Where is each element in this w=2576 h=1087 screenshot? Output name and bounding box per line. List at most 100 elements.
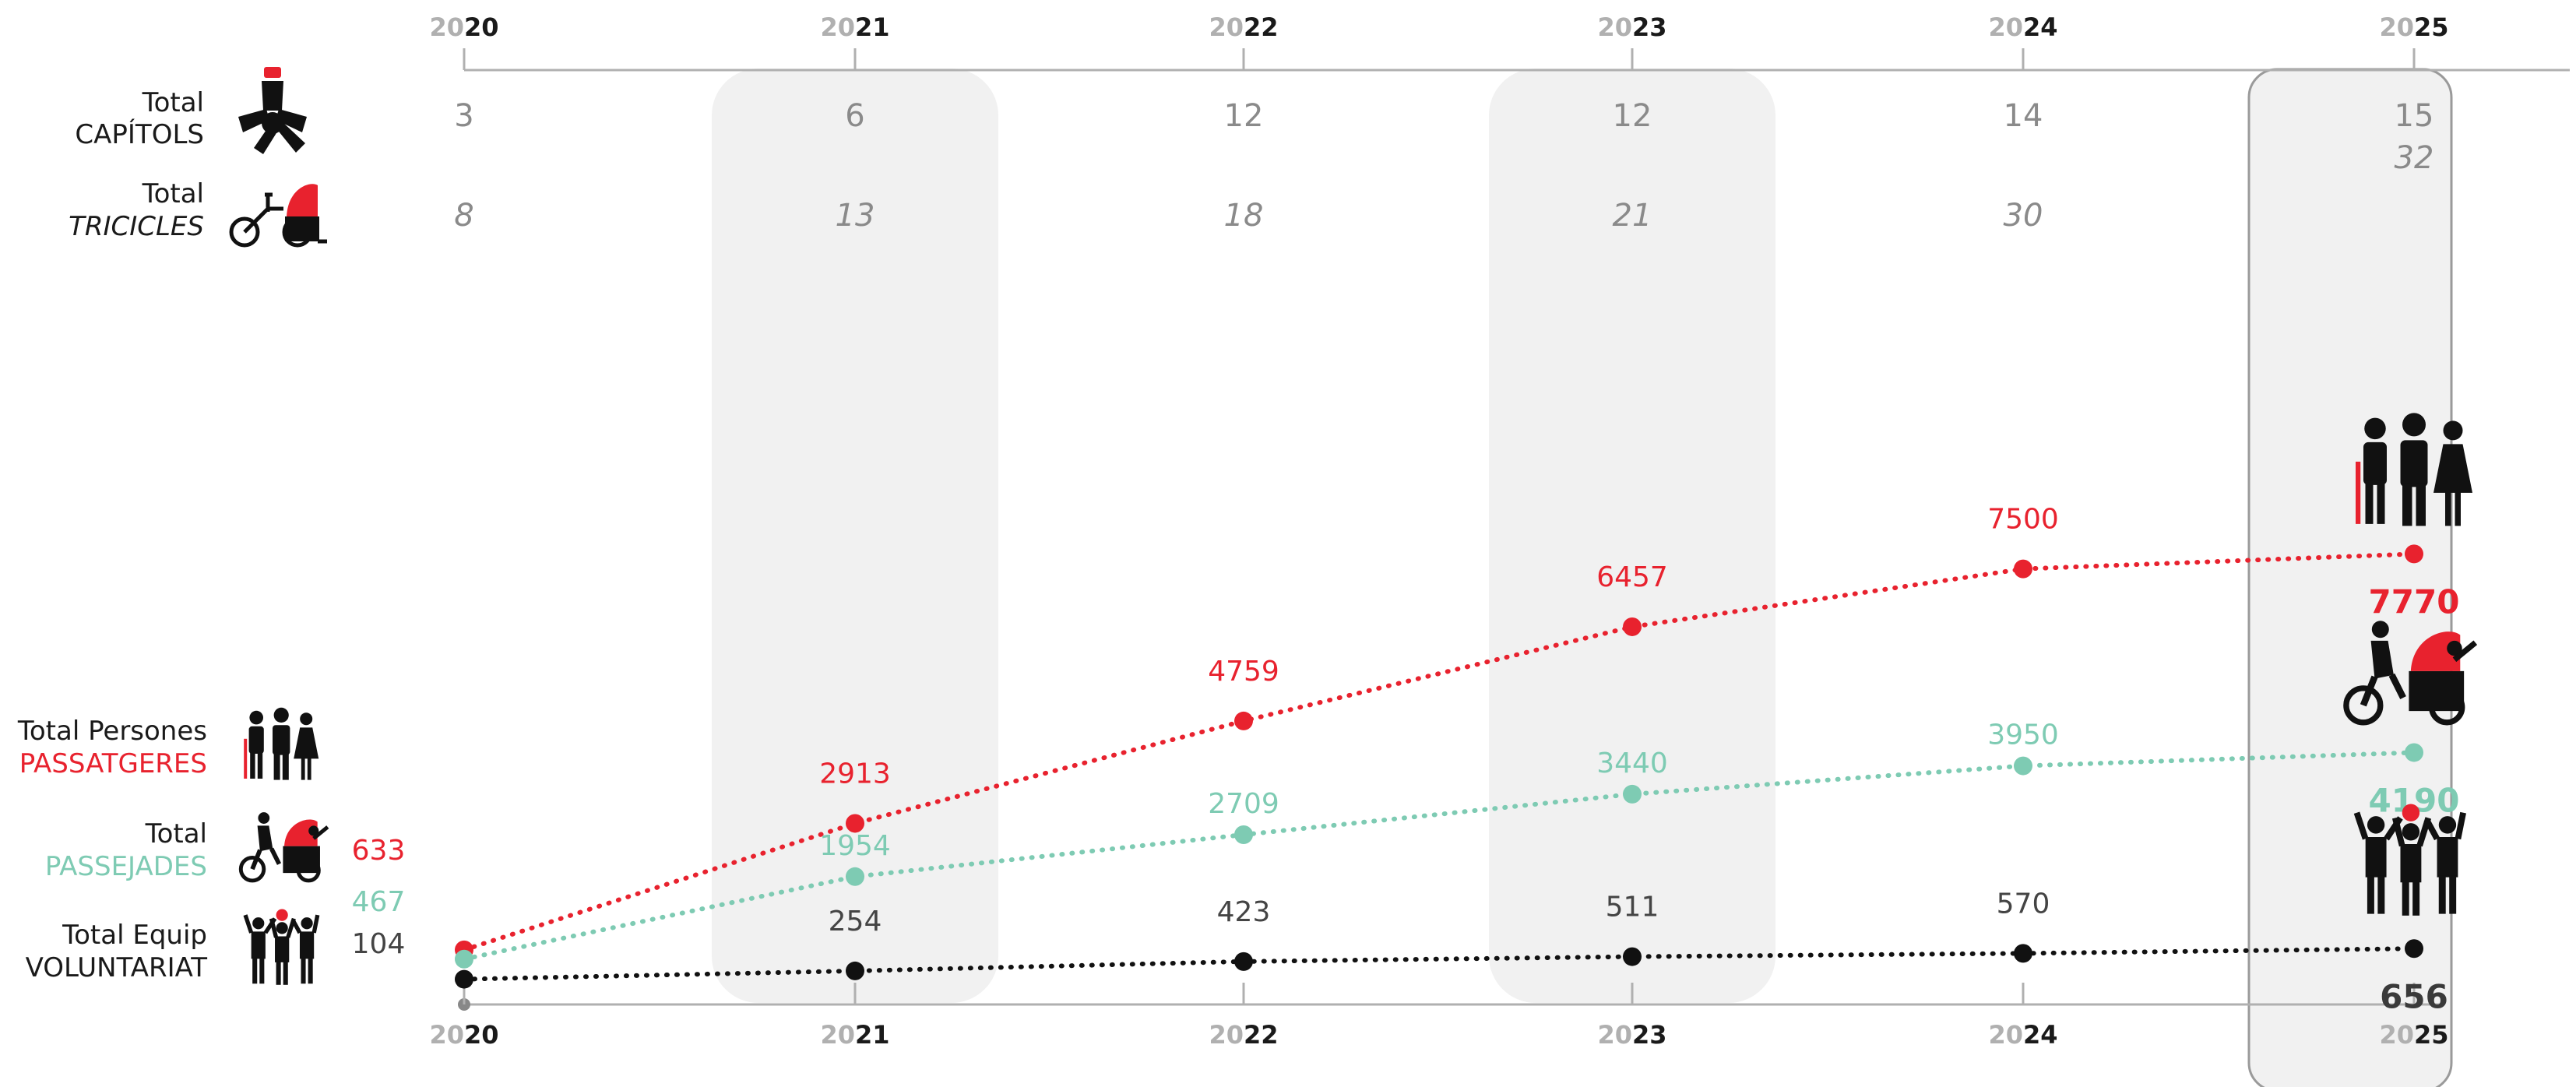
bottom-year-label-2020: 2020 — [429, 1020, 498, 1050]
tricicles-value-2021: 13 — [836, 198, 875, 234]
point-passatgeres-2022 — [1234, 711, 1253, 730]
legend-passatgeres-line1: Total Persones — [17, 716, 207, 747]
point-passatgeres-2025 — [2405, 544, 2423, 564]
bottom-year-label-2021: 2021 — [820, 1020, 889, 1050]
label-voluntariat-2024: 570 — [1997, 888, 2050, 920]
top-year-label-2021: 2021 — [820, 12, 889, 42]
top-year-suffix-2024: 24 — [2023, 12, 2058, 42]
top-year-prefix-2025: 20 — [2379, 12, 2414, 42]
bottom-year-suffix-2022: 22 — [1244, 1020, 1279, 1050]
legend-passatgeres-line2: PASSATGERES — [19, 748, 207, 779]
point-passejades-2020 — [455, 949, 473, 969]
bottom-year-suffix-2023: 23 — [1632, 1020, 1667, 1050]
top-year-prefix-2020: 20 — [429, 12, 464, 42]
legend-tricicles: Total TRICICLES — [69, 178, 327, 248]
point-passejades-2022 — [1234, 825, 1253, 844]
label-passejades-2022: 2709 — [1208, 788, 1279, 820]
legend-passejades: Total PASSEJADES — [45, 812, 329, 883]
top-year-label-2024: 2024 — [1988, 12, 2057, 42]
point-passejades-2025 — [2405, 743, 2423, 762]
bottom-year-suffix-2024: 24 — [2023, 1020, 2058, 1050]
capitols-value-2025: 15 — [2395, 98, 2434, 134]
top-year-suffix-2021: 21 — [855, 12, 890, 42]
tricicles-value-2022: 18 — [1224, 198, 1264, 234]
group-of-people-icon — [2356, 413, 2472, 526]
joined-hands-icon — [238, 67, 307, 154]
current-year-box — [2247, 68, 2453, 1087]
bottom-year-label-2025: 2025 — [2379, 1020, 2448, 1050]
legend-voluntariat-line2: VOLUNTARIAT — [26, 952, 208, 983]
series-lines: 633 2913 4759 6457 7500 7770 467 1954 2709 3440 39… — [352, 504, 2460, 1016]
legend-voluntariat: Total Equip VOLUNTARIAT — [26, 909, 320, 985]
capitols-value-2021: 6 — [845, 98, 864, 134]
legend: Total CAPÍTOLS Total TRICICLES — [17, 67, 329, 985]
label-passatgeres-2025: 7770 — [2369, 582, 2460, 621]
highlight-bands — [712, 68, 2453, 1087]
volunteer-team-icon — [2353, 804, 2466, 916]
trishaw-icon — [229, 184, 327, 248]
legend-capitols-line1: Total — [142, 87, 204, 118]
label-passejades-2020: 467 — [352, 886, 406, 918]
label-passejades-2023: 3440 — [1596, 748, 1668, 779]
bottom-year-suffix-2020: 20 — [464, 1020, 499, 1050]
point-voluntariat-2024 — [2014, 944, 2032, 963]
top-year-label-2020: 2020 — [429, 12, 498, 42]
label-voluntariat-2023: 511 — [1606, 892, 1659, 923]
totals-rows: 3 6 12 12 14 15 8 13 18 21 30 32 — [454, 98, 2433, 234]
label-passatgeres-2022: 4759 — [1208, 656, 1279, 688]
trishaw-ride-icon — [238, 812, 329, 883]
point-passejades-2024 — [2014, 756, 2032, 776]
top-year-label-2023: 2023 — [1597, 12, 1666, 42]
top-year-suffix-2023: 23 — [1632, 12, 1667, 42]
top-year-prefix-2024: 20 — [1988, 12, 2023, 42]
top-year-suffix-2022: 22 — [1244, 12, 1279, 42]
label-passatgeres-2023: 6457 — [1596, 561, 1668, 593]
bottom-year-prefix-2020: 20 — [429, 1020, 464, 1050]
capitols-value-2023: 12 — [1613, 98, 1652, 134]
bottom-year-suffix-2021: 21 — [855, 1020, 890, 1050]
capitols-value-2022: 12 — [1224, 98, 1264, 134]
legend-capitols: Total CAPÍTOLS — [75, 67, 307, 154]
year-axes: 2020202020212021202220222023202320242024… — [429, 12, 2570, 1050]
point-passejades-2023 — [1623, 784, 1642, 804]
legend-tricicles-line2: TRICICLES — [69, 211, 204, 242]
label-passejades-2024: 3950 — [1987, 719, 2059, 751]
point-passatgeres-2023 — [1623, 617, 1642, 636]
point-passejades-2021 — [846, 867, 864, 886]
point-passatgeres-2021 — [846, 814, 864, 833]
legend-passejades-line1: Total — [145, 818, 207, 850]
series-line-voluntariat — [462, 946, 2416, 982]
trishaw-ride-icon — [2343, 621, 2478, 726]
label-voluntariat-2021: 254 — [829, 906, 882, 937]
top-year-prefix-2022: 20 — [1209, 12, 1244, 42]
tricicles-value-2024: 30 — [2004, 198, 2043, 234]
point-voluntariat-2020 — [455, 969, 473, 989]
highlight-band-2023 — [1489, 69, 1775, 1003]
capitols-value-2020: 3 — [454, 98, 473, 134]
bottom-year-prefix-2025: 20 — [2379, 1020, 2414, 1050]
bottom-year-label-2024: 2024 — [1988, 1020, 2057, 1050]
point-voluntariat-2022 — [1234, 952, 1253, 971]
top-year-prefix-2023: 20 — [1597, 12, 1632, 42]
point-passatgeres-2024 — [2014, 559, 2032, 579]
label-voluntariat-2020: 104 — [352, 928, 406, 960]
bottom-year-label-2023: 2023 — [1597, 1020, 1666, 1050]
label-voluntariat-2025: 656 — [2380, 977, 2448, 1015]
bottom-year-label-2022: 2022 — [1209, 1020, 1278, 1050]
label-passatgeres-2024: 7500 — [1987, 504, 2059, 536]
bottom-year-prefix-2023: 20 — [1597, 1020, 1632, 1050]
series-icons — [2343, 413, 2478, 916]
legend-voluntariat-line1: Total Equip — [62, 920, 207, 951]
label-voluntariat-2022: 423 — [1217, 896, 1271, 928]
top-year-suffix-2025: 25 — [2414, 12, 2449, 42]
tricicles-value-2023: 21 — [1613, 198, 1652, 234]
top-year-label-2025: 2025 — [2379, 12, 2448, 42]
top-year-label-2022: 2022 — [1209, 12, 1278, 42]
group-of-people-icon — [244, 707, 319, 780]
legend-tricicles-line1: Total — [142, 178, 204, 209]
label-passatgeres-2021: 2913 — [819, 758, 891, 790]
bottom-year-prefix-2024: 20 — [1988, 1020, 2023, 1050]
label-passatgeres-2020: 633 — [352, 835, 406, 867]
tricicles-value-2020: 8 — [454, 198, 473, 234]
